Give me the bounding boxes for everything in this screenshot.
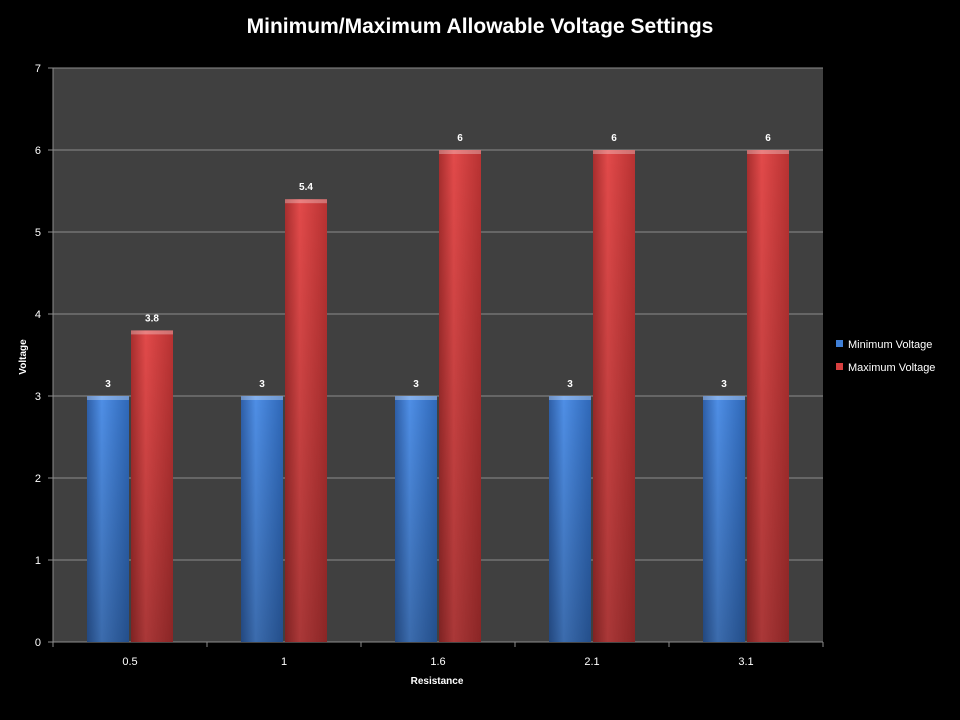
x-tick-label: 3.1 xyxy=(738,656,753,668)
y-tick-label: 1 xyxy=(35,555,41,567)
bar-top-highlight xyxy=(549,396,591,400)
bar-top-highlight xyxy=(593,150,635,154)
bar-top-highlight xyxy=(87,396,129,400)
y-tick-label: 5 xyxy=(35,227,41,239)
bars xyxy=(87,150,789,642)
legend-swatch xyxy=(836,340,843,347)
x-axis-title: Resistance xyxy=(411,676,464,687)
data-label: 3.8 xyxy=(145,313,159,324)
data-label: 3 xyxy=(721,379,727,390)
y-axis-title: Voltage xyxy=(18,339,29,375)
axes: 0 1 2 3 4 5 6 7 0.5 1 1.6 2.1 3.1 xyxy=(35,63,824,668)
bar-top-highlight xyxy=(747,150,789,154)
x-tick-label: 1 xyxy=(281,656,287,668)
y-tick-label: 6 xyxy=(35,145,41,157)
y-tick-label: 4 xyxy=(35,309,41,321)
data-labels: 3 3.8 3 5.4 3 6 3 6 3 6 xyxy=(105,133,771,390)
bar-shade xyxy=(285,199,327,642)
bar-top-highlight xyxy=(395,396,437,400)
bar-top-highlight xyxy=(285,199,327,204)
bar-shade xyxy=(131,330,173,642)
bar-top-highlight xyxy=(439,150,481,154)
gridlines xyxy=(53,67,823,561)
data-label: 6 xyxy=(611,133,617,144)
x-tick-label: 2.1 xyxy=(584,656,599,668)
data-label: 3 xyxy=(105,379,111,390)
x-tick-label: 0.5 xyxy=(122,656,137,668)
data-label: 3 xyxy=(567,379,573,390)
x-tick-label: 1.6 xyxy=(430,656,445,668)
data-label: 6 xyxy=(457,133,463,144)
bar-top-highlight xyxy=(703,396,745,400)
y-tick-label: 7 xyxy=(35,63,41,75)
bar-shade xyxy=(241,396,283,642)
data-label: 3 xyxy=(259,379,265,390)
bar-shade xyxy=(593,150,635,642)
data-label: 6 xyxy=(765,133,771,144)
bar-shade xyxy=(703,396,745,642)
bar-shade xyxy=(395,396,437,642)
legend-label: Minimum Voltage xyxy=(848,339,932,351)
bar-shade xyxy=(87,396,129,642)
plot-area xyxy=(53,68,823,642)
bar-shade xyxy=(747,150,789,642)
y-tick-label: 3 xyxy=(35,391,41,403)
legend-label: Maximum Voltage xyxy=(848,362,935,374)
y-tick-label: 2 xyxy=(35,473,41,485)
bar-top-highlight xyxy=(241,396,283,400)
bar-top-highlight xyxy=(131,330,173,335)
data-label: 3 xyxy=(413,379,419,390)
bar-shade xyxy=(549,396,591,642)
chart-title: Minimum/Maximum Allowable Voltage Settin… xyxy=(247,15,714,38)
y-tick-label: 0 xyxy=(35,637,41,649)
legend: Minimum Voltage Maximum Voltage xyxy=(836,339,935,374)
legend-swatch xyxy=(836,363,843,370)
bar-shade xyxy=(439,150,481,642)
data-label: 5.4 xyxy=(299,182,313,193)
